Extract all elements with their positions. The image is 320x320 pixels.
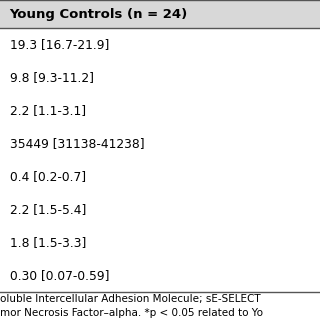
Text: 1.8 [1.5-3.3]: 1.8 [1.5-3.3] — [10, 236, 86, 249]
Text: mor Necrosis Factor–alpha. *p < 0.05 related to Yo: mor Necrosis Factor–alpha. *p < 0.05 rel… — [0, 308, 263, 318]
Text: 2.2 [1.1-3.1]: 2.2 [1.1-3.1] — [10, 104, 86, 117]
Text: 0.30 [0.07-0.59]: 0.30 [0.07-0.59] — [10, 269, 109, 282]
Text: 9.8 [9.3-11.2]: 9.8 [9.3-11.2] — [10, 71, 93, 84]
Text: oluble Intercellular Adhesion Molecule; sE-SELECT: oluble Intercellular Adhesion Molecule; … — [0, 294, 260, 304]
Bar — [0, 0, 320, 28]
Text: 0.4 [0.2-0.7]: 0.4 [0.2-0.7] — [10, 170, 86, 183]
Text: Young Controls (n = 24): Young Controls (n = 24) — [10, 8, 188, 20]
Text: 19.3 [16.7-21.9]: 19.3 [16.7-21.9] — [10, 38, 109, 51]
Text: 2.2 [1.5-5.4]: 2.2 [1.5-5.4] — [10, 203, 86, 216]
Text: 35449 [31138-41238]: 35449 [31138-41238] — [10, 137, 144, 150]
